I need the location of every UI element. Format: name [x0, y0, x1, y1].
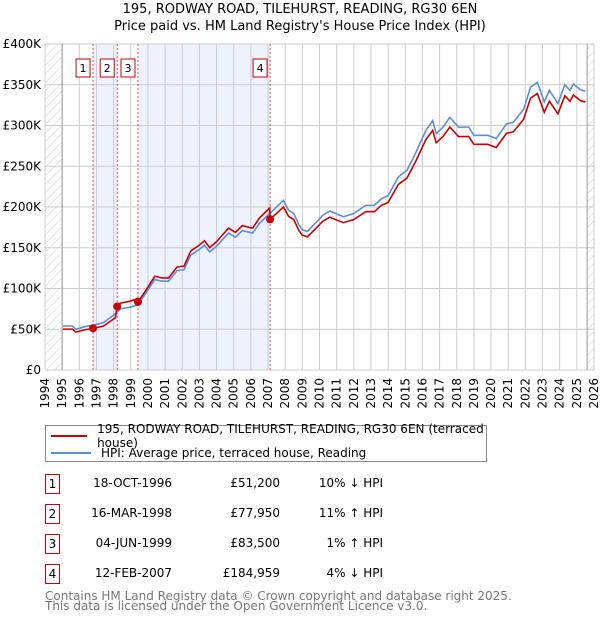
price-chart: 1994 1995 1996 1997 1998 1999 2000 2001 2002 2003… — [3, 37, 600, 409]
x-tick-label: 2017 — [433, 378, 447, 409]
y-tick-label: £350K — [3, 78, 43, 92]
legend-label: HPI: Average price, terraced house, Read… — [101, 445, 367, 460]
sale-point — [133, 297, 142, 306]
x-tick-label: 2016 — [415, 378, 429, 409]
y-tick-label: £0 — [26, 363, 41, 377]
hpi-line — [63, 81, 586, 331]
sale-hpi-diff: 4% ↓ HPI — [326, 566, 383, 580]
sale-number: 4 — [45, 564, 60, 584]
x-tick-label: 1998 — [107, 378, 121, 409]
x-tick-label: 1999 — [124, 378, 138, 409]
sale-number-box — [99, 58, 115, 78]
x-tick-label: 1994 — [38, 378, 52, 409]
sale-date: 04-JUN-1999 — [95, 536, 172, 550]
x-tick-label: 1995 — [55, 378, 69, 409]
sale-number: 3 — [45, 534, 60, 554]
sale-number-label: 2 — [104, 62, 111, 75]
sale-date: 16-MAR-1998 — [91, 506, 172, 520]
y-tick-label: £300K — [3, 119, 43, 133]
x-tick-label: 2008 — [278, 378, 292, 409]
x-tick-label: 2014 — [381, 378, 395, 409]
sale-price: £77,950 — [230, 506, 280, 520]
y-tick-label: £100K — [3, 282, 43, 296]
x-tick-label: 2007 — [261, 378, 275, 409]
sale-number-box — [252, 58, 268, 78]
x-tick-label: 2011 — [330, 378, 344, 409]
sale-point — [113, 302, 122, 311]
sale-number: 2 — [45, 504, 60, 524]
sale-number-label: 1 — [80, 62, 87, 75]
sale-row: 2 16-MAR-1998 £77,950 11% ↑ HPI — [45, 504, 445, 524]
x-tick-label: 2009 — [295, 378, 309, 409]
sale-point — [266, 215, 275, 224]
x-tick-label: 2020 — [484, 378, 498, 409]
x-tick-label: 1996 — [72, 378, 86, 409]
x-tick-label: 2012 — [347, 378, 361, 409]
sale-point — [89, 324, 98, 333]
chart-title: 195, RODWAY ROAD, TILEHURST, READING, RG… — [122, 2, 478, 17]
sale-row: 4 12-FEB-2007 £184,959 4% ↓ HPI — [45, 564, 445, 584]
sale-row: 1 18-OCT-1996 £51,200 10% ↓ HPI — [45, 474, 445, 494]
x-tick-label: 1997 — [89, 378, 103, 409]
x-tick-label: 2018 — [450, 378, 464, 409]
x-tick-label: 2010 — [313, 378, 327, 409]
x-tick-label: 2005 — [227, 378, 241, 409]
x-tick-label: 2004 — [210, 378, 224, 409]
x-tick-label: 2001 — [158, 378, 172, 409]
legend-label: 195, RODWAY ROAD, TILEHURST, READING, RG… — [97, 421, 484, 450]
sale-hpi-diff: 1% ↑ HPI — [326, 536, 383, 550]
x-tick-label: 2026 — [587, 378, 600, 409]
footer-licence: This data is licensed under the Open Gov… — [45, 599, 428, 613]
x-tick-label: 2024 — [553, 378, 567, 409]
sale-number-box — [120, 58, 136, 78]
y-tick-label: £250K — [3, 159, 43, 173]
x-tick-label: 2000 — [141, 378, 155, 409]
y-tick-label: £50K — [10, 322, 42, 336]
x-tick-label: 2025 — [570, 378, 584, 409]
sale-row: 3 04-JUN-1999 £83,500 1% ↑ HPI — [45, 534, 445, 554]
sale-date: 12-FEB-2007 — [94, 566, 172, 580]
y-tick-label: £200K — [3, 200, 43, 214]
x-tick-label: 2022 — [518, 378, 532, 409]
x-tick-label: 2023 — [536, 378, 550, 409]
legend-swatch-red — [51, 434, 88, 437]
sale-price: £83,500 — [230, 536, 280, 550]
legend-item-hpi: HPI: Average price, terraced house, Read… — [46, 444, 366, 461]
x-tick-label: 2013 — [364, 378, 378, 409]
x-tick-label: 2006 — [244, 378, 258, 409]
legend: 195, RODWAY ROAD, TILEHURST, READING, RG… — [45, 422, 487, 462]
sale-price: £184,959 — [222, 566, 280, 580]
x-tick-label: 2015 — [398, 378, 412, 409]
sale-date: 18-OCT-1996 — [93, 476, 172, 490]
x-tick-label: 2019 — [467, 378, 481, 409]
sale-number-label: 4 — [257, 62, 264, 75]
chart-subtitle: Price paid vs. HM Land Registry's House … — [114, 19, 486, 34]
sale-hpi-diff: 10% ↓ HPI — [318, 476, 383, 490]
x-tick-label: 2002 — [175, 378, 189, 409]
footer-copyright: Contains HM Land Registry data © Crown c… — [45, 589, 512, 603]
sale-price: £51,200 — [230, 476, 280, 490]
x-tick-label: 2021 — [501, 378, 515, 409]
sale-number-box — [75, 58, 91, 78]
sale-number: 1 — [45, 474, 60, 494]
legend-swatch-blue — [51, 451, 91, 454]
sale-number-label: 3 — [124, 62, 131, 75]
y-tick-label: £400K — [3, 37, 43, 51]
sale-hpi-diff: 11% ↑ HPI — [318, 506, 383, 520]
x-tick-label: 2003 — [192, 378, 206, 409]
legend-item-price-paid: 195, RODWAY ROAD, TILEHURST, READING, RG… — [46, 422, 486, 450]
y-tick-label: £150K — [3, 241, 43, 255]
